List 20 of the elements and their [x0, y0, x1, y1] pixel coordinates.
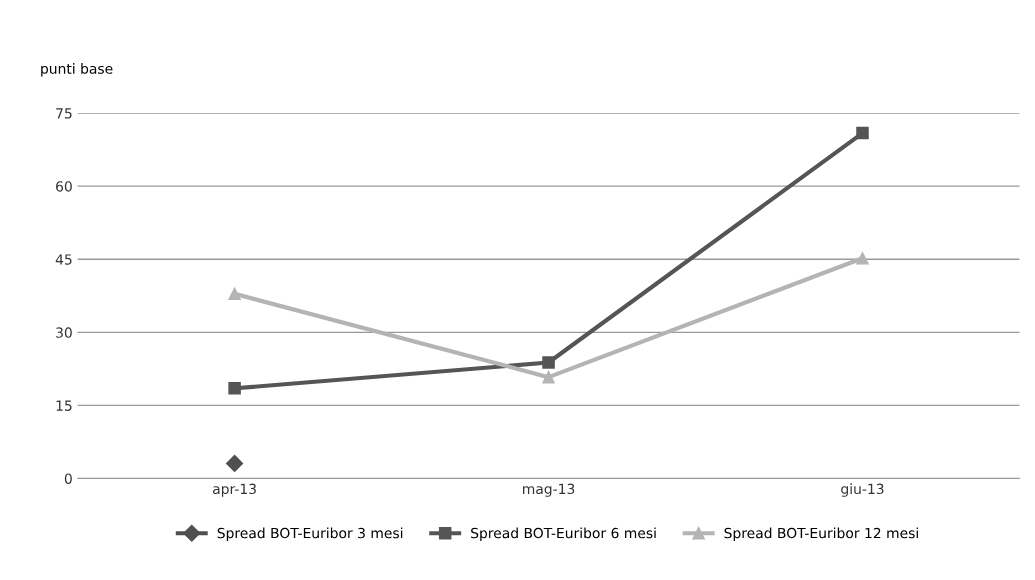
legend-label: Spread BOT-Euribor 12 mesi — [724, 527, 918, 541]
y-tick-label: 60 — [56, 181, 72, 192]
y-tick-label: 45 — [55, 254, 72, 265]
point — [856, 252, 869, 265]
y-tick-label: 0 — [64, 473, 72, 484]
point — [228, 287, 241, 301]
point — [856, 126, 869, 140]
x-tick-label: giu-13 — [841, 483, 884, 497]
point — [228, 382, 241, 395]
x-tick-label: mag-13 — [523, 483, 575, 497]
x-tick-label: apr-13 — [213, 483, 256, 497]
y-axis-title: punti base — [41, 63, 113, 77]
point — [542, 356, 555, 369]
y-tick-label: 15 — [56, 400, 72, 411]
point — [542, 370, 555, 384]
point — [226, 454, 244, 472]
y-tick-label: 75 — [56, 108, 72, 119]
y-tick-label: 30 — [56, 327, 72, 338]
legend-label: Spread BOT-Euribor 3 mesi — [217, 527, 403, 541]
legend-label: Spread BOT-Euribor 6 mesi — [471, 527, 656, 541]
